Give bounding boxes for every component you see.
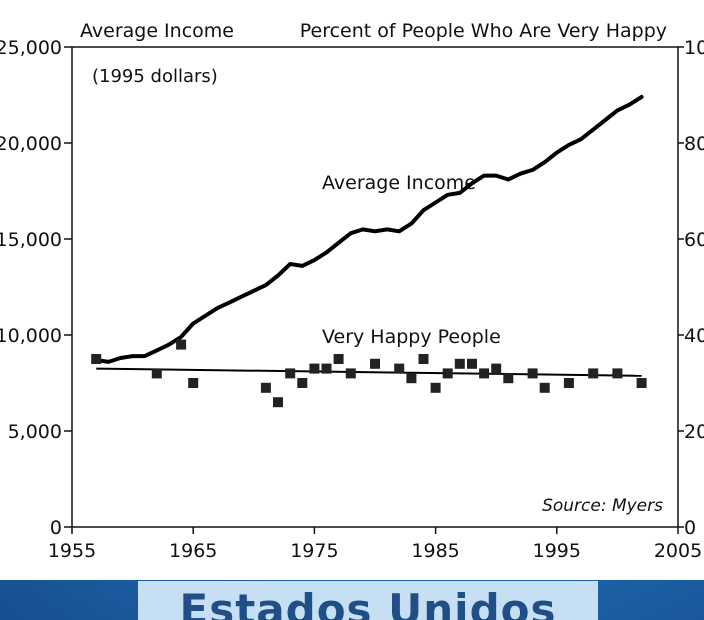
right-axis-title: Percent of People Who Are Very Happy (300, 20, 667, 42)
left-axis-title: Average Income (80, 20, 234, 42)
y-left-tick-label: 20,000 (0, 133, 62, 155)
very-happy-point (636, 378, 647, 388)
x-tick-label: 1975 (290, 540, 338, 562)
very-happy-point (273, 397, 283, 408)
x-tick-label: 1985 (411, 540, 459, 562)
very-happy-point (479, 368, 490, 379)
y-right-tick-label: 20 (684, 421, 704, 443)
very-happy-point (503, 373, 514, 384)
very-happy-point (345, 368, 356, 379)
y-right-tick-label: 80 (684, 133, 704, 155)
chart-background (0, 0, 704, 580)
chart-marks (91, 94, 647, 408)
very-happy-point (539, 382, 550, 393)
very-happy-point (151, 368, 162, 379)
very-happy-point (430, 382, 441, 393)
very-happy-point (442, 368, 453, 379)
very-happy-point (406, 373, 417, 384)
very-happy-point (285, 368, 296, 379)
very-happy-point (260, 382, 271, 393)
source-note: Source: Myers (542, 496, 663, 516)
x-tick-label: 1965 (169, 540, 217, 562)
y-left-tick-label: 25,000 (0, 37, 62, 59)
very-happy-point (612, 368, 623, 379)
y-left-tick-label: 10,000 (0, 325, 62, 347)
very-happy-point (176, 339, 187, 350)
very-happy-point (321, 363, 332, 374)
very-happy-point (91, 354, 102, 364)
very-happy-point (309, 363, 320, 374)
very-happy-point (188, 378, 199, 388)
very-happy-point (370, 358, 380, 369)
very-happy-point (297, 378, 308, 388)
units-note: (1995 dollars) (92, 66, 218, 87)
caption-text: Estados Unidos (179, 585, 557, 620)
chart: Average Income Percent of People Who Are… (0, 0, 704, 580)
very-happy-point (454, 358, 465, 369)
axis-ticks: 0 5,000 10,000 15,000 20,000 25,000 0 20 40 60 80 1… (0, 37, 704, 562)
very-happy-point (418, 354, 429, 364)
very-happy-point (333, 354, 344, 364)
income-annotation: Average Income (322, 172, 476, 194)
y-left-tick-label: 5,000 (8, 421, 62, 443)
x-tick-label: 1955 (48, 540, 96, 562)
y-right-tick-label: 40 (684, 325, 704, 347)
y-left-tick-label: 0 (50, 517, 62, 539)
x-tick-label: 2005 (654, 540, 702, 562)
average-income-line (94, 94, 644, 364)
plot-area-frame (71, 46, 679, 528)
caption-banner: Estados Unidos (138, 581, 598, 620)
very-happy-point (467, 358, 477, 369)
x-tick-label: 1995 (533, 540, 581, 562)
very-happy-trend-line (96, 367, 642, 377)
very-happy-point (563, 378, 574, 388)
very-happy-point (394, 363, 405, 374)
y-left-tick-label: 15,000 (0, 229, 62, 251)
very-happy-point (527, 368, 538, 379)
y-right-tick-label: 60 (684, 229, 704, 251)
very-happy-point (491, 363, 502, 374)
y-right-tick-label: 0 (684, 517, 696, 539)
happy-annotation: Very Happy People (322, 326, 501, 348)
y-right-tick-label: 100 (684, 37, 704, 59)
very-happy-point (588, 368, 599, 379)
